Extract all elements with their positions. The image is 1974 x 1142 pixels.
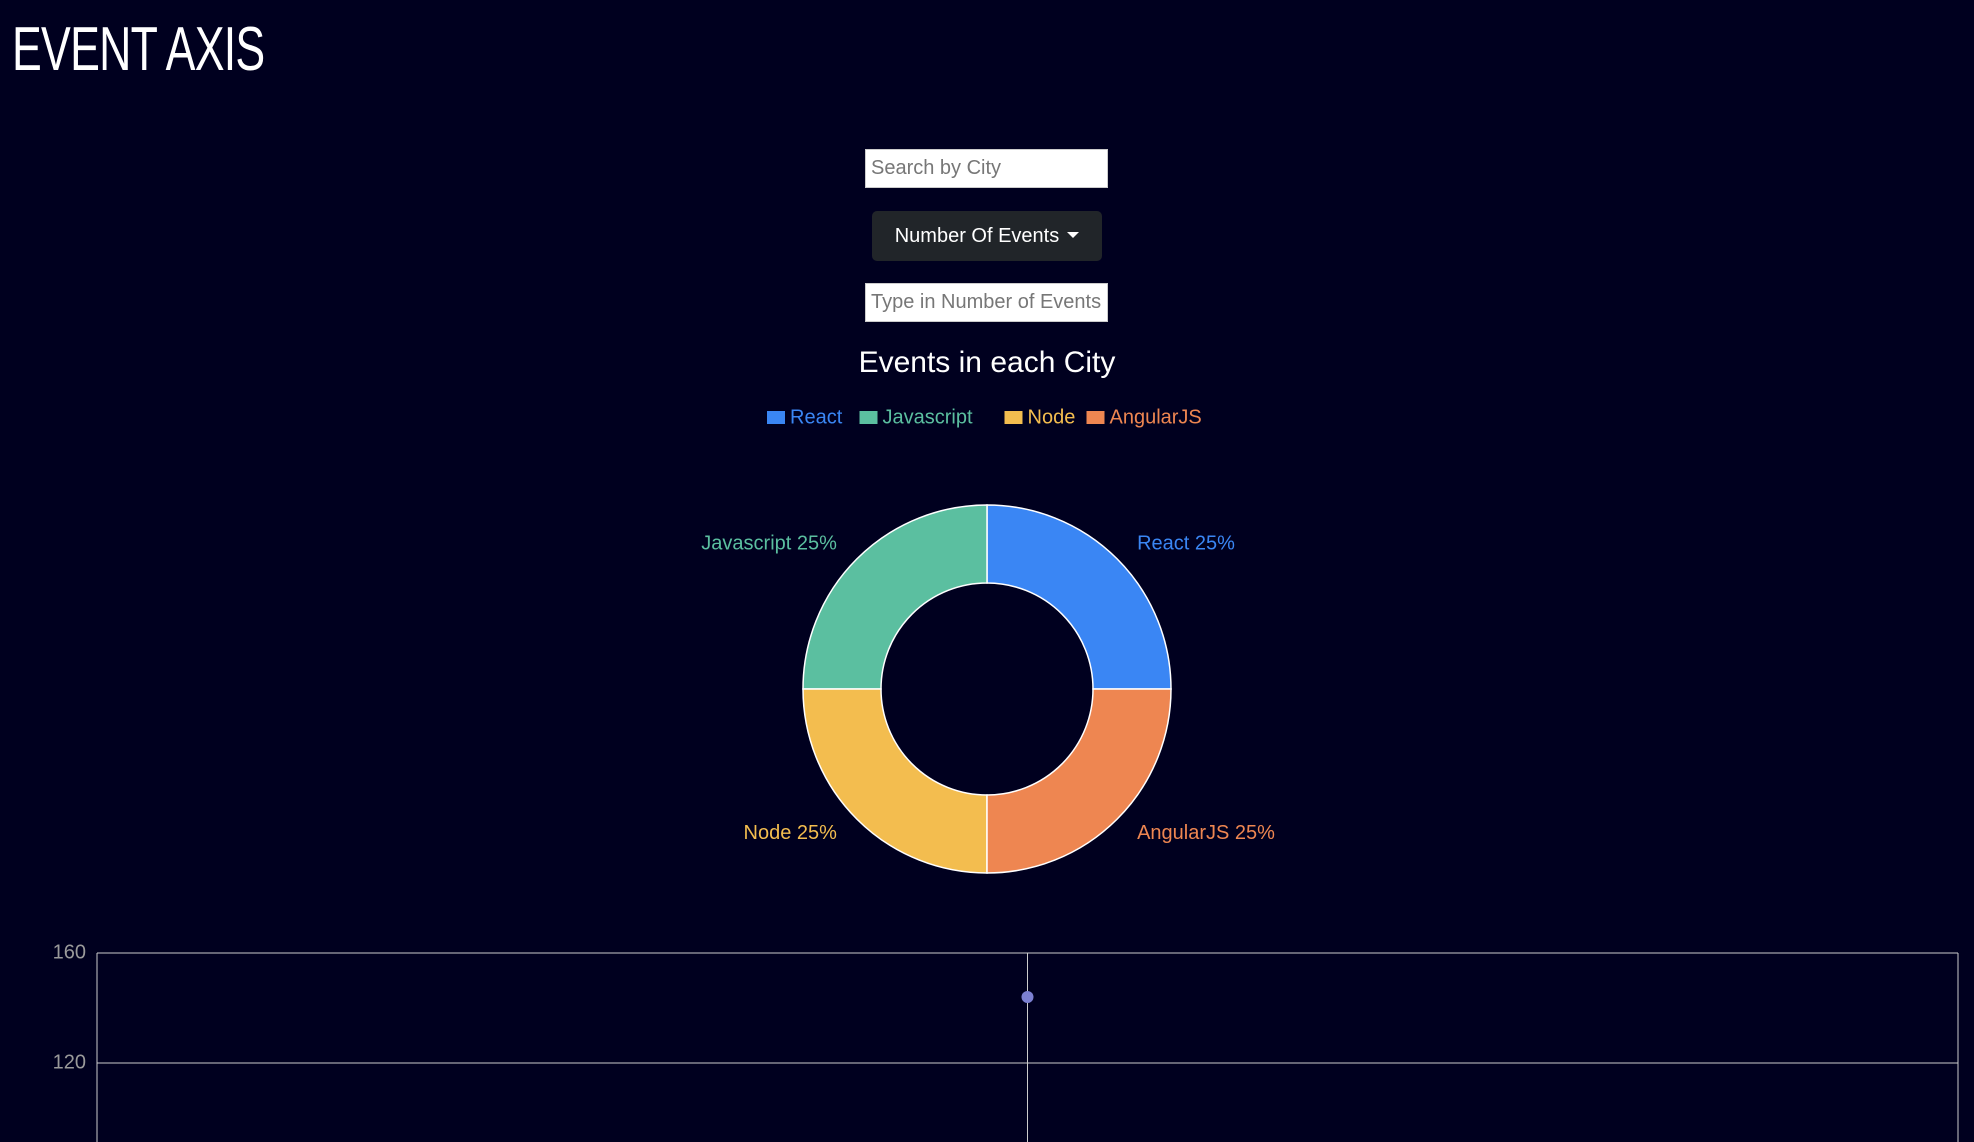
legend-label: Node bbox=[1028, 406, 1076, 428]
slice-label: Node 25% bbox=[744, 822, 838, 844]
donut-slice bbox=[986, 688, 1172, 874]
donut-slice bbox=[986, 504, 1172, 690]
legend-swatch bbox=[767, 411, 785, 424]
city-search[interactable] bbox=[865, 149, 1108, 188]
slice-label: AngularJS 25% bbox=[1137, 822, 1275, 844]
legend-swatch bbox=[1004, 411, 1023, 424]
y-tick-label: 120 bbox=[53, 1051, 86, 1073]
legend-label: React bbox=[790, 406, 843, 428]
events-dropdown[interactable]: Number Of Events bbox=[872, 211, 1102, 261]
number-input[interactable] bbox=[865, 283, 1108, 322]
legend-swatch bbox=[859, 411, 878, 424]
donut-slice bbox=[802, 504, 988, 690]
slice-label: React 25% bbox=[1137, 532, 1235, 554]
donut-slice bbox=[802, 688, 988, 874]
app-title: EVENT AXIS bbox=[12, 15, 265, 84]
chart-title: Events in each City bbox=[859, 346, 1116, 379]
y-tick-label: 160 bbox=[53, 941, 86, 963]
legend-swatch bbox=[1086, 411, 1105, 424]
point bbox=[1021, 991, 1034, 1003]
legend-label: AngularJS bbox=[1110, 406, 1202, 428]
slice-label: Javascript 25% bbox=[701, 532, 837, 554]
legend-label: Javascript bbox=[883, 406, 973, 428]
